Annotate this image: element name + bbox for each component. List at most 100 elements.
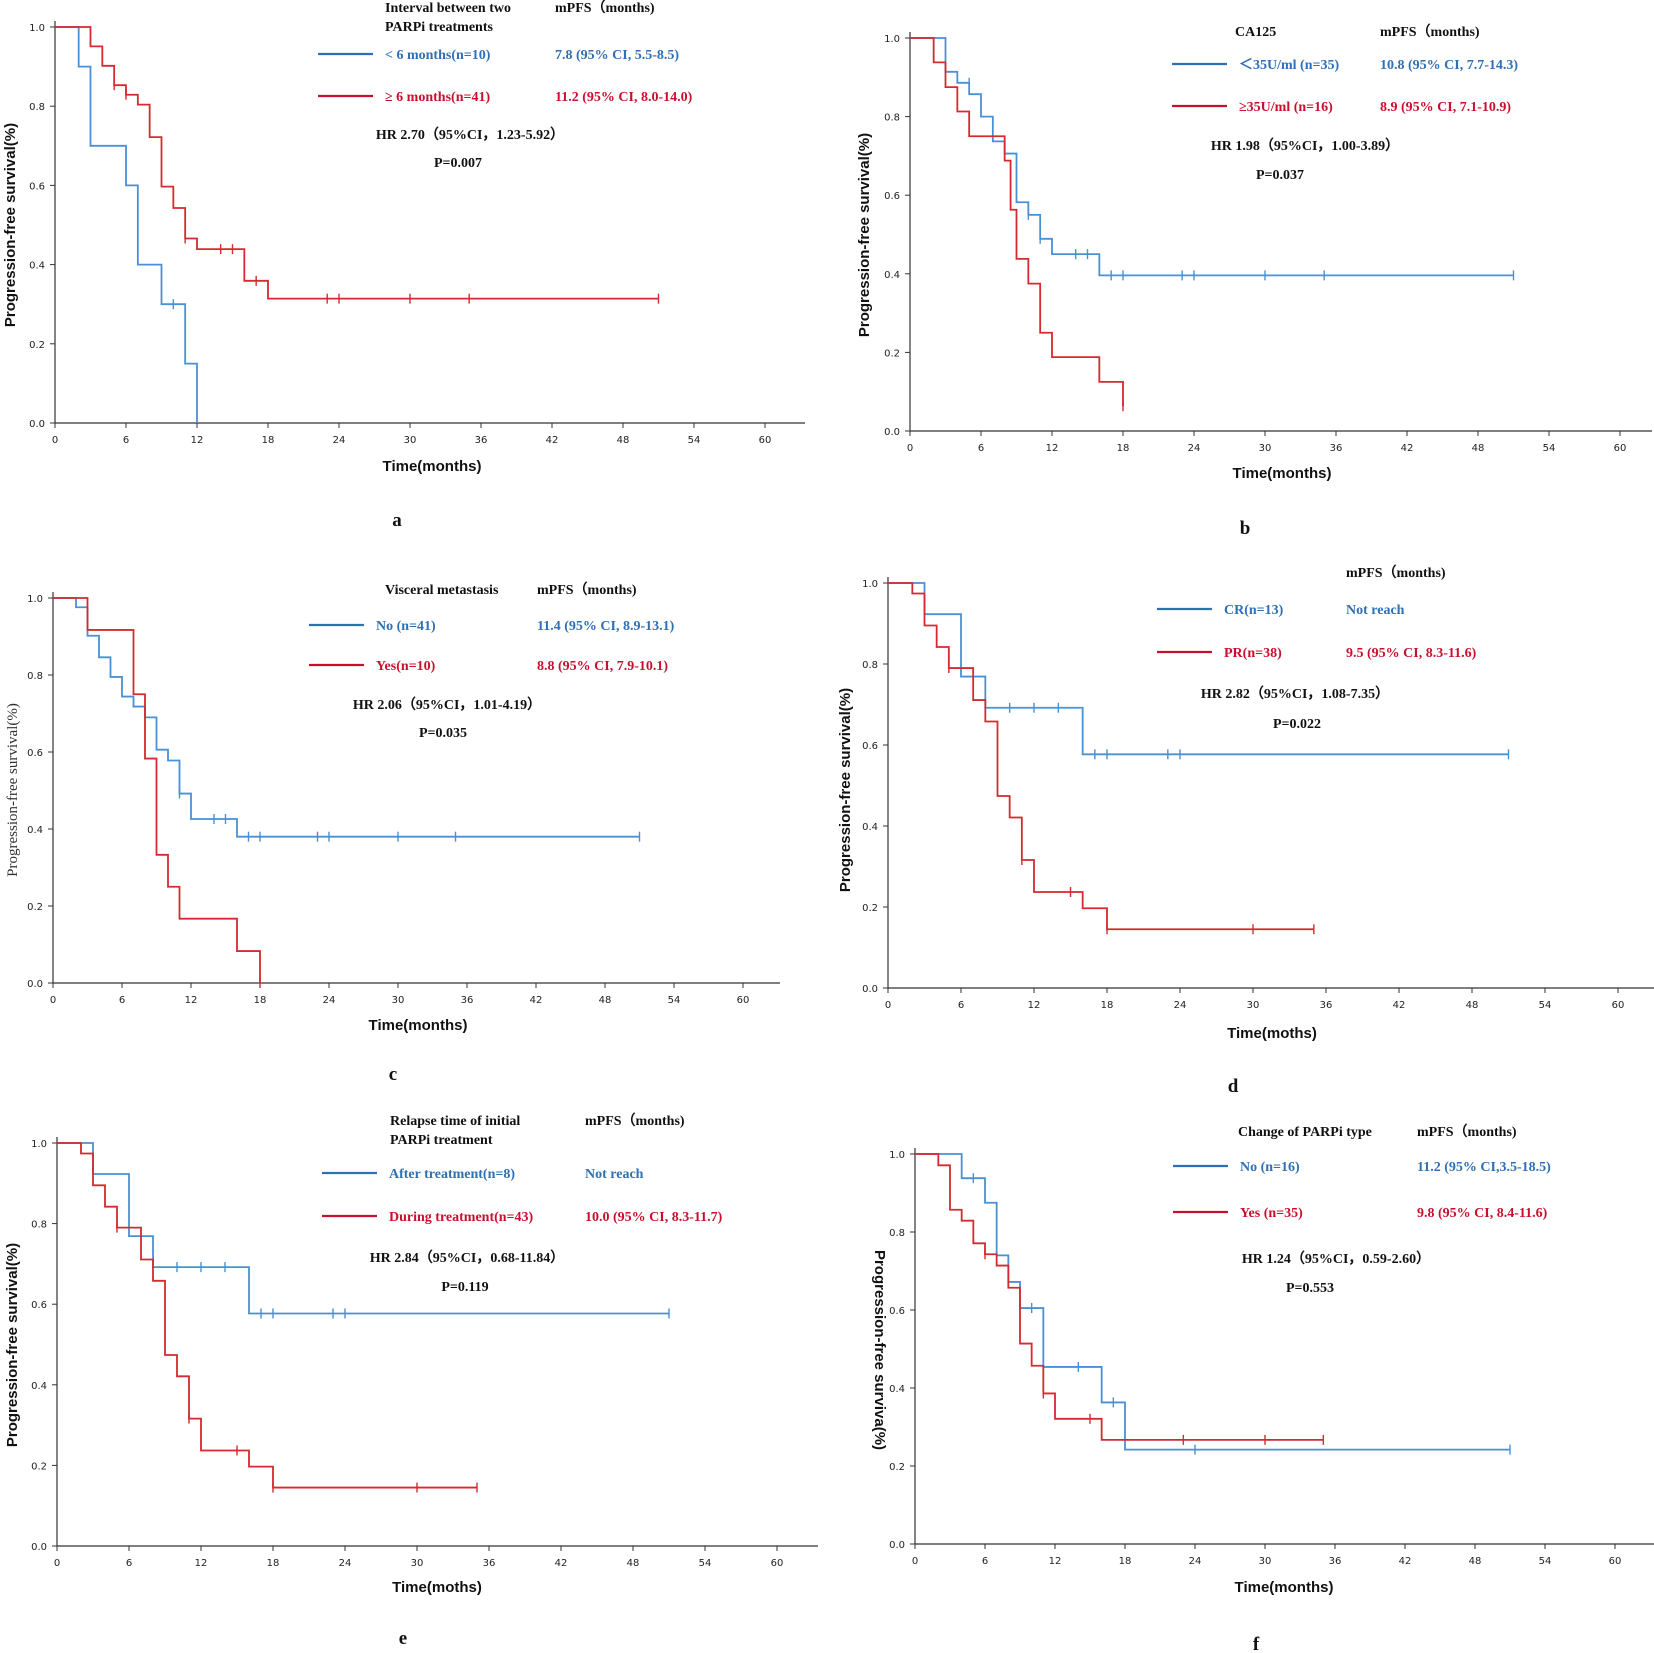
legend-label: ＜35U/ml (n=35): [1239, 58, 1339, 73]
y-tick-label: 0.8: [884, 113, 900, 124]
hazard-ratio: HR 2.82（95%CI，1.08-7.35）: [1201, 686, 1389, 702]
x-tick-label: 60: [737, 995, 750, 1006]
panel-letter: b: [1240, 518, 1251, 539]
x-tick-label: 24: [1189, 1556, 1202, 1567]
y-tick-label: 0.6: [889, 1306, 905, 1317]
x-tick-label: 60: [771, 1558, 784, 1569]
y-tick-label: 0.8: [31, 1220, 47, 1231]
legend-label: No (n=41): [376, 619, 436, 634]
x-axis-title: Time(months): [1233, 465, 1332, 482]
legend-label: Yes(n=10): [376, 659, 436, 674]
mpfs-value: 7.8 (95% CI, 5.5-8.5): [555, 48, 679, 63]
x-tick-label: 6: [126, 1558, 132, 1569]
legend-title: Change of PARPi type: [1238, 1125, 1372, 1140]
x-axis-title: Time(months): [1235, 1579, 1334, 1596]
km-curve-red: [910, 37, 1124, 407]
y-tick-label: 0.4: [884, 270, 900, 281]
p-value: P=0.022: [1273, 717, 1321, 732]
panel-letter: a: [392, 510, 402, 531]
x-tick-label: 36: [461, 995, 474, 1006]
y-tick-label: 0.4: [889, 1384, 905, 1395]
km-curve-red: [57, 1142, 477, 1489]
x-tick-label: 12: [195, 1558, 208, 1569]
x-tick-label: 54: [668, 995, 681, 1006]
x-tick-label: 24: [339, 1558, 352, 1569]
km-panel-e: 0 6 12 18 24 30 36 42 48 54 60 0.0 0.2 0.4 0.6 0.8 1.0 Ti…: [4, 1113, 818, 1649]
y-tick-label: 0.2: [862, 903, 878, 914]
mpfs-value: Not reach: [585, 1167, 644, 1182]
legend-label: ≥35U/ml (n=16): [1239, 100, 1333, 115]
x-tick-label: 0: [50, 995, 56, 1006]
x-tick-label: 30: [392, 995, 405, 1006]
hazard-ratio: HR 2.70（95%CI，1.23-5.92）: [376, 127, 564, 143]
y-axis-title: Progression-free survival(%): [5, 703, 21, 877]
mpfs-value: 11.2 (95% CI, 8.0-14.0): [555, 90, 693, 105]
y-tick-label: 0.0: [884, 427, 900, 438]
x-tick-label: 48: [617, 435, 630, 446]
x-tick-label: 6: [119, 995, 125, 1006]
x-tick-label: 24: [333, 435, 346, 446]
x-tick-label: 30: [1259, 1556, 1272, 1567]
x-tick-label: 60: [1609, 1556, 1622, 1567]
x-tick-label: 18: [254, 995, 267, 1006]
x-tick-label: 12: [185, 995, 198, 1006]
km-curve-blue: [55, 26, 198, 423]
x-tick-label: 0: [885, 1000, 891, 1011]
km-curve-red: [55, 26, 659, 300]
legend-label: After treatment(n=8): [389, 1167, 515, 1182]
x-tick-label: 12: [1046, 443, 1059, 454]
y-tick-label: 0.8: [29, 102, 45, 113]
legend-title: Interval between two: [385, 1, 511, 16]
panel-letter: e: [399, 1628, 407, 1649]
y-tick-label: 0.8: [27, 671, 43, 682]
km-curve-blue: [910, 37, 1514, 277]
y-tick-label: 0.6: [31, 1300, 47, 1311]
x-axis-title: Time(months): [369, 1017, 468, 1034]
y-tick-label: 0.4: [27, 825, 43, 836]
x-tick-label: 54: [688, 435, 701, 446]
panel-letter: d: [1228, 1076, 1239, 1097]
mpfs-value: 10.8 (95% CI, 7.7-14.3): [1380, 58, 1518, 73]
km-curve-red: [888, 582, 1314, 931]
y-axis-title: Progression-free survival(%): [2, 123, 19, 327]
x-tick-label: 6: [123, 435, 129, 446]
legend-label: ≥ 6 months(n=41): [385, 90, 490, 105]
y-tick-label: 0.2: [31, 1461, 47, 1472]
x-tick-label: 60: [1614, 443, 1627, 454]
x-tick-label: 48: [1469, 1556, 1482, 1567]
km-curve-blue: [915, 1153, 1510, 1451]
y-tick-label: 0.0: [29, 419, 45, 430]
x-tick-label: 0: [912, 1556, 918, 1567]
x-tick-label: 36: [475, 435, 488, 446]
y-tick-label: 1.0: [29, 23, 45, 34]
y-tick-label: 0.6: [29, 181, 45, 192]
x-tick-label: 48: [1466, 1000, 1479, 1011]
y-tick-label: 0.8: [889, 1228, 905, 1239]
x-tick-label: 30: [1259, 443, 1272, 454]
hazard-ratio: HR 2.84（95%CI，0.68-11.84）: [370, 1250, 564, 1266]
legend-label: During treatment(n=43): [389, 1210, 534, 1225]
mpfs-value: Not reach: [1346, 603, 1405, 618]
y-tick-label: 0.0: [889, 1540, 905, 1551]
mpfs-header: mPFS（months): [1346, 565, 1446, 581]
x-tick-label: 42: [1399, 1556, 1412, 1567]
x-tick-label: 48: [1472, 443, 1485, 454]
km-panel-b: 0 6 12 18 24 30 36 42 48 54 60 0.0 0.2 0.4 0.6 0.8 1.0 Ti…: [856, 24, 1652, 539]
y-tick-label: 0.6: [862, 741, 878, 752]
x-tick-label: 54: [1539, 1000, 1552, 1011]
legend-label: PR(n=38): [1224, 646, 1282, 661]
y-tick-label: 0.0: [31, 1542, 47, 1553]
y-tick-label: 1.0: [884, 34, 900, 45]
y-axis-title: Progression-free survival(%): [4, 1243, 21, 1447]
mpfs-value: 8.9 (95% CI, 7.1-10.9): [1380, 100, 1511, 115]
y-axis-title: Progression-free survival(%): [837, 688, 854, 892]
mpfs-header: mPFS（months): [555, 0, 655, 16]
x-tick-label: 12: [1028, 1000, 1041, 1011]
x-tick-label: 18: [267, 1558, 280, 1569]
p-value: P=0.553: [1286, 1281, 1334, 1296]
y-tick-label: 1.0: [27, 594, 43, 605]
x-tick-label: 36: [483, 1558, 496, 1569]
x-tick-label: 24: [1174, 1000, 1187, 1011]
x-tick-label: 42: [1393, 1000, 1406, 1011]
